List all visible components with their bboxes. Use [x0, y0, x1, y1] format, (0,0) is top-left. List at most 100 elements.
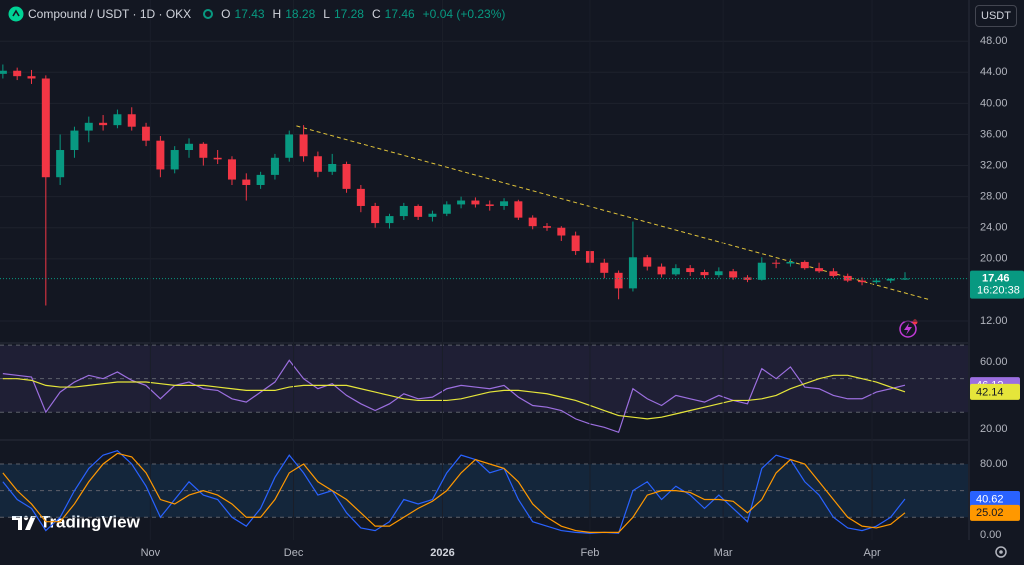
candle-body [700, 272, 709, 276]
ohlc-value: 17.46 [384, 7, 415, 21]
ohlc-label: L [323, 7, 330, 21]
candle-body [156, 140, 165, 170]
candle-body [900, 278, 909, 280]
candle-body [56, 150, 65, 178]
candle-body [686, 268, 695, 273]
candle-body [70, 130, 79, 151]
candle-body [600, 262, 609, 273]
candle-body [729, 271, 738, 278]
candle-body [270, 157, 279, 175]
y-tick-label: 28.00 [980, 191, 1008, 203]
line [2, 452, 906, 533]
candle-body [571, 235, 580, 252]
line [2, 374, 906, 420]
candle-body [442, 204, 451, 214]
value-tag: 42.14 [976, 386, 1004, 398]
y-tick-label: 12.00 [980, 315, 1008, 327]
candle-body [127, 114, 136, 127]
candle-body [170, 150, 179, 170]
candle-body [399, 205, 408, 217]
trendline [296, 125, 931, 301]
candle-body [185, 143, 194, 151]
candle-body [313, 156, 322, 172]
candle-body [800, 261, 809, 269]
y-tick-label: 40.00 [980, 97, 1008, 109]
y-tick-label: 36.00 [980, 128, 1008, 140]
x-tick-label: Apr [863, 547, 880, 559]
candle-body [500, 201, 509, 206]
candle-body [514, 201, 523, 218]
ohlc-label: O [221, 7, 231, 21]
ohlc-label: H [272, 7, 282, 21]
candle-body [256, 174, 265, 185]
market-status [203, 9, 214, 19]
candle-body [142, 126, 151, 141]
symbol[interactable]: Compound / USDT · 1D · OKX [28, 7, 192, 21]
candle-body [113, 114, 122, 126]
candle-body [13, 70, 22, 77]
candle-body [872, 280, 881, 283]
candle-body [772, 262, 781, 264]
candle-body [356, 188, 365, 206]
candle-body [843, 275, 852, 281]
countdown: 16:20:38 [977, 284, 1020, 296]
candle-body [557, 227, 566, 236]
candle-body [328, 164, 337, 172]
candle-body [528, 217, 537, 227]
value-tag-box [970, 504, 1020, 521]
x-tick-label: Dec [284, 547, 304, 559]
y-tick-label: 60.00 [980, 356, 1008, 368]
candle-body [786, 261, 795, 264]
x-tick-label: Feb [580, 547, 599, 559]
candle-body [757, 262, 766, 280]
candle-body [285, 134, 294, 158]
y-tick-label: 48.00 [980, 35, 1008, 47]
candle-body [457, 200, 466, 205]
candle-body [614, 272, 623, 289]
y-tick-label: 32.00 [980, 159, 1008, 171]
value-tag: 25.02 [976, 507, 1004, 519]
candle-body [643, 257, 652, 267]
candle-body [371, 205, 380, 224]
legend-header: Compound / USDT · 1D · OKX O 17.43 H 18.28… [8, 6, 509, 22]
candle-body [714, 271, 723, 276]
price-tag-box [970, 270, 1024, 299]
candle-body [858, 280, 867, 283]
candle-body [199, 143, 208, 158]
x-tick-label: 2026 [430, 547, 454, 559]
line [2, 450, 906, 534]
x-tick-label: Nov [141, 547, 161, 559]
candle-body [414, 205, 423, 217]
candle-body [99, 122, 108, 126]
candle-body [543, 226, 552, 228]
value-tag: 40.62 [976, 493, 1004, 505]
candle-body [829, 271, 838, 276]
ohlc-value: 17.28 [333, 7, 364, 21]
y-tick-label: 20.00 [980, 253, 1008, 265]
currency-button[interactable]: USDT [975, 5, 1017, 27]
candle-body [342, 164, 351, 189]
candle-body [41, 78, 50, 178]
value-tag-box [970, 383, 1020, 400]
ohlc-label: C [371, 7, 381, 21]
y-tick-label: 20.00 [980, 423, 1008, 435]
y-tick-label: 0.00 [980, 529, 1001, 541]
candle-body [213, 157, 222, 160]
ohlc-value: 17.43 [234, 7, 265, 21]
candle-body [84, 122, 93, 131]
symbol-icon [8, 6, 24, 22]
candle-body [27, 76, 36, 79]
y-tick-label: 44.00 [980, 66, 1008, 78]
candle-body [657, 266, 666, 275]
settings-icon[interactable] [995, 546, 1007, 558]
candle-body [671, 268, 680, 275]
candle-body [242, 179, 251, 185]
candle-body [628, 257, 637, 289]
change: +0.04 (+0.23%) [422, 7, 506, 21]
candle-body [886, 278, 895, 281]
candle-body [385, 216, 394, 224]
price-tag: 17.46 [982, 272, 1010, 284]
